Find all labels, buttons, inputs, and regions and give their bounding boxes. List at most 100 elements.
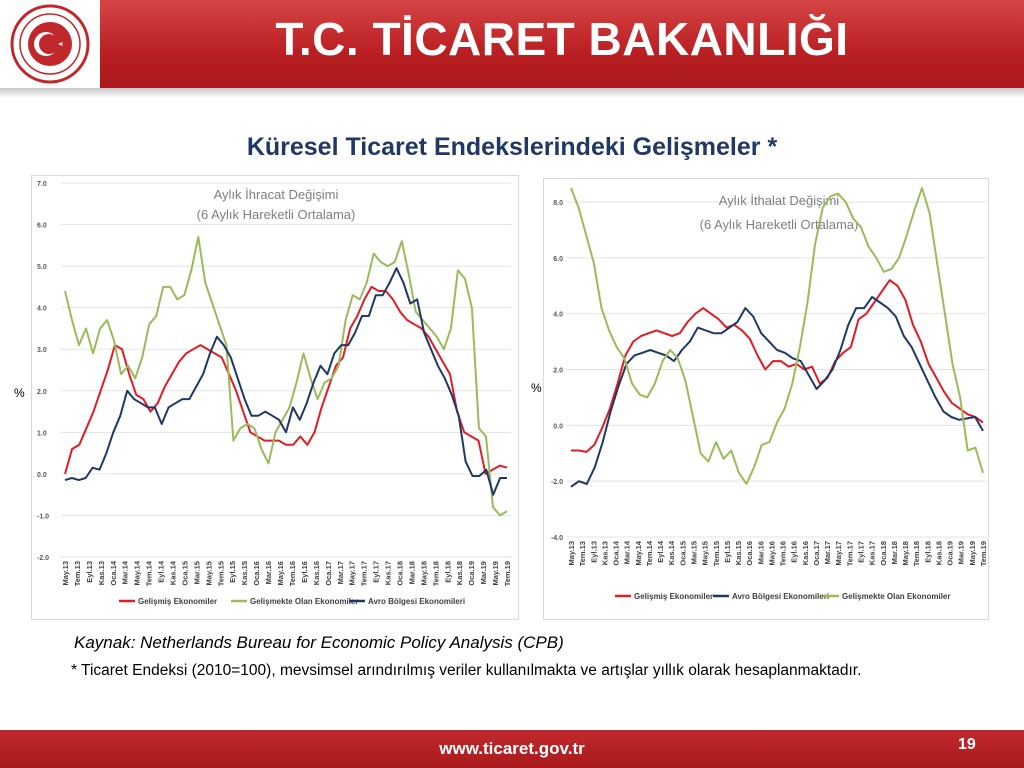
- x-tick-label: Oca.16: [745, 541, 754, 566]
- y-tick-label: 6.0: [553, 256, 563, 263]
- slide-subtitle: Küresel Ticaret Endekslerindeki Gelişmel…: [246, 133, 778, 161]
- x-tick-label: Oca.17: [324, 561, 333, 586]
- series-line: [64, 285, 508, 475]
- x-tick-label: Oca.14: [109, 560, 118, 585]
- y-tick-label: 2.0: [553, 368, 563, 375]
- chart-frame: [543, 178, 989, 620]
- x-tick-label: Kas.14: [169, 560, 178, 585]
- legend-label: Avro Bölgesi Ekonomileri: [732, 592, 829, 601]
- x-tick-label: May.18: [901, 541, 910, 565]
- x-tick-label: May.15: [701, 541, 710, 565]
- x-tick-label: Eyl.16: [790, 541, 799, 563]
- x-tick-label: Kas.16: [801, 541, 810, 565]
- import-chart-svg: 8.0 6.0 4.0 2.0 0.0 -2.0 -4.0 Aylık İthalat Değ…: [543, 178, 989, 620]
- x-tick-label: Oca.15: [678, 541, 687, 566]
- x-tick-label: Oca.17: [812, 541, 821, 566]
- y-tick-label: 5.0: [37, 264, 47, 271]
- legend-label: Avro Bölgesi Ekonomileri: [368, 597, 465, 606]
- x-tick-label: Tem.17: [360, 561, 369, 586]
- x-tick-label: Oca.16: [252, 561, 261, 586]
- x-tick-label: Eyl.15: [228, 561, 237, 583]
- x-tick-label: Mar.19: [957, 541, 966, 564]
- x-tick-label: Kas.18: [455, 561, 464, 585]
- footer-url-link[interactable]: www.ticaret.gov.tr: [439, 739, 585, 758]
- y-tick-label: 8.0: [553, 200, 563, 207]
- x-tick-label: Kas.18: [934, 541, 943, 565]
- x-tick-label: May.13: [61, 561, 70, 585]
- x-tick-label: Kas.17: [868, 541, 877, 565]
- x-tick-label: May.17: [834, 541, 843, 565]
- x-tick-label: Kas.13: [600, 541, 609, 565]
- header-shadow: [0, 88, 1024, 98]
- x-tick-label: Kas.15: [240, 561, 249, 585]
- legend-label: Gelişmekte Olan Ekonomiler: [250, 597, 358, 606]
- x-tick-label: May.14: [634, 540, 643, 565]
- y-tick-label: 2.0: [37, 389, 47, 396]
- x-tick-label: Eyl.14: [157, 560, 166, 583]
- x-tick-label: Tem.13: [578, 541, 587, 566]
- x-tick-label: Mar.14: [121, 560, 130, 584]
- y-tick-label: 3.0: [37, 347, 47, 354]
- x-tick-label: Oca.19: [946, 541, 955, 566]
- x-tick-label: Oca.19: [467, 561, 476, 586]
- x-tick-label: May.19: [968, 541, 977, 565]
- x-tick-label: May.18: [419, 561, 428, 585]
- legend-label: Gelişmiş Ekonomiler: [138, 597, 217, 606]
- y-tick-label: 6.0: [37, 223, 47, 230]
- x-tick-label: Tem.15: [712, 541, 721, 566]
- chart-subtitle: (6 Aylık Hareketli Ortalama): [700, 217, 859, 232]
- x-tick-label: Kas.17: [384, 561, 393, 585]
- x-tick-label: Eyl.17: [857, 541, 866, 563]
- source-note: Kaynak: Netherlands Bureau for Economic …: [74, 633, 564, 652]
- x-tick-label: Kas.13: [97, 561, 106, 585]
- x-tick-label: May.16: [276, 561, 285, 585]
- x-tick-label: Tem.16: [779, 541, 788, 566]
- x-tick-label: Tem.19: [503, 561, 512, 586]
- export-chart-svg: 7.0 6.0 5.0 4.0 3.0 2.0 1.0 0.0 -1.0 -2.0 Aylık İh…: [31, 175, 519, 620]
- series-line: [64, 267, 507, 496]
- page-number: 19: [958, 736, 976, 753]
- right-y-unit: %: [531, 381, 542, 395]
- series-line: [571, 279, 984, 453]
- x-tick-label: Kas.16: [312, 561, 321, 585]
- y-tick-label: -4.0: [551, 535, 563, 542]
- x-tick-label: May.14: [133, 560, 142, 585]
- chart-title: Aylık İthalat Değişimi: [719, 193, 840, 208]
- import-chart: 8.0 6.0 4.0 2.0 0.0 -2.0 -4.0 Aylık İthalat Değ…: [543, 178, 989, 625]
- series-line: [64, 236, 508, 517]
- x-tick-label: Mar.15: [689, 541, 698, 564]
- y-tick-label: 0.0: [37, 472, 47, 479]
- x-tick-label: Eyl.14: [656, 540, 665, 563]
- x-tick-label: Oca.15: [180, 561, 189, 586]
- chart-subtitle: (6 Aylık Hareketli Ortalama): [197, 207, 356, 222]
- x-tick-label: Mar.17: [823, 541, 832, 564]
- chart-title: Aylık İhracat Değişimi: [214, 187, 339, 202]
- x-tick-label: Tem.13: [73, 561, 82, 586]
- x-tick-label: Eyl.18: [443, 561, 452, 583]
- x-tick-label: Mar.18: [407, 561, 416, 584]
- series-line: [570, 187, 984, 485]
- y-tick-label: 4.0: [37, 306, 47, 313]
- y-tick-label: -1.0: [37, 513, 49, 520]
- chart-frame: [31, 175, 519, 620]
- y-tick-label: 0.0: [553, 423, 563, 430]
- y-tick-label: 7.0: [37, 181, 47, 188]
- x-tick-label: Eyl.13: [85, 561, 94, 583]
- x-tick-label: Eyl.16: [300, 561, 309, 583]
- page-title: T.C. TİCARET BAKANLIĞI: [275, 13, 849, 65]
- x-tick-label: Mar.16: [756, 541, 765, 564]
- x-tick-label: Tem.14: [645, 540, 654, 566]
- x-tick-label: Kas.14: [667, 540, 676, 565]
- ministry-logo: [0, 0, 100, 88]
- x-tick-label: Oca.18: [395, 561, 404, 586]
- header-bar: [0, 0, 1024, 88]
- x-tick-label: Tem.15: [216, 561, 225, 586]
- legend-label: Gelişmekte Olan Ekonomiler: [842, 592, 950, 601]
- x-tick-label: Oca.18: [879, 541, 888, 566]
- x-tick-label: May.15: [204, 561, 213, 585]
- y-tick-label: 4.0: [553, 312, 563, 319]
- y-tick-label: 1.0: [37, 430, 47, 437]
- x-tick-label: May.16: [767, 541, 776, 565]
- x-tick-label: May.19: [491, 561, 500, 585]
- x-tick-label: Tem.19: [979, 541, 988, 566]
